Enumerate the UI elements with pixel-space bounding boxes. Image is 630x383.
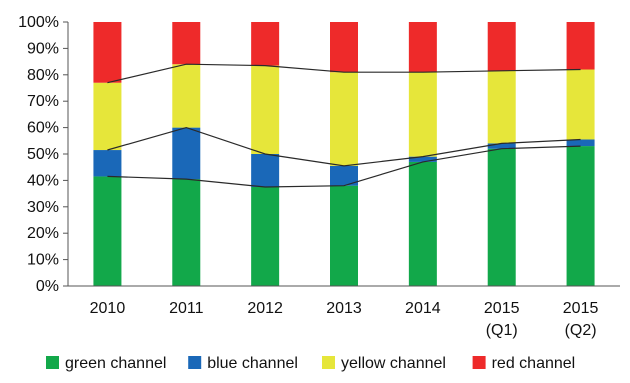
legend-label: red channel	[492, 355, 576, 372]
bar-segment-blue-channel	[330, 165, 358, 186]
y-tick-label: 30%	[27, 199, 59, 216]
y-tick-label: 50%	[27, 146, 59, 163]
legend-swatch	[472, 356, 486, 369]
bar-segment-green-channel	[566, 146, 595, 286]
x-tick-label: 2015	[563, 300, 599, 317]
connector-line-yellow-channel	[107, 63, 581, 84]
x-tick-label: 2015	[484, 300, 520, 317]
x-tick-label: 2010	[90, 300, 126, 317]
bar-segment-yellow-channel	[566, 69, 595, 140]
y-tick-label: 10%	[27, 252, 59, 269]
y-tick-label: 90%	[27, 40, 59, 57]
legend-item-green-channel: green channel	[46, 355, 166, 372]
legend-label: blue channel	[207, 355, 298, 372]
bar-segment-yellow-channel	[251, 65, 280, 154]
bar-segment-blue-channel	[172, 127, 201, 180]
bar-segment-yellow-channel	[408, 72, 437, 157]
x-tick-label: 2012	[247, 300, 283, 317]
legend-item-red-channel: red channel	[472, 355, 576, 372]
connector-line-green-channel	[107, 145, 581, 188]
bar-segment-green-channel	[172, 179, 201, 286]
x-axis: 2010 2011 2012 2013 2014 2015 (Q1) 2015 (Q2)	[68, 285, 620, 339]
connector-line-blue-channel	[107, 126, 581, 167]
bar-segment-yellow-channel	[330, 72, 358, 166]
y-axis: 0% 10% 20% 30% 40% 50% 60% 70% 80% 90% 100%	[18, 14, 69, 295]
bar-segment-red-channel	[566, 22, 595, 70]
legend-item-blue-channel: blue channel	[188, 355, 298, 372]
bar-segment-green-channel	[408, 161, 437, 286]
bar-segment-blue-channel	[408, 156, 437, 162]
bar-segment-green-channel	[487, 148, 516, 286]
connector-lines-layer	[107, 63, 581, 188]
y-tick-label: 40%	[27, 172, 59, 189]
bar-segment-red-channel	[93, 22, 122, 83]
bar-segment-red-channel	[172, 22, 201, 65]
bar-segment-green-channel	[251, 187, 280, 286]
bar-segment-yellow-channel	[487, 70, 516, 144]
y-tick-label: 70%	[27, 93, 59, 110]
x-tick-label: (Q2)	[565, 322, 597, 339]
y-tick-label: 60%	[27, 120, 59, 137]
bar-segment-red-channel	[487, 22, 516, 71]
legend-label: green channel	[65, 355, 166, 372]
y-tick-label: 20%	[27, 225, 59, 242]
legend: green channel blue channel yellow channel r…	[46, 355, 575, 372]
x-tick-label: 2013	[326, 300, 362, 317]
bar-segment-blue-channel	[487, 143, 516, 149]
legend-swatch	[188, 356, 202, 369]
legend-swatch	[322, 356, 335, 369]
legend-item-yellow-channel: yellow channel	[322, 355, 446, 372]
bar-segment-blue-channel	[566, 139, 595, 147]
y-tick-label: 80%	[27, 67, 59, 84]
x-tick-label: 2011	[169, 300, 204, 317]
bar-segment-green-channel	[330, 185, 358, 286]
legend-swatch	[46, 356, 59, 369]
legend-label: yellow channel	[341, 355, 446, 372]
bar-segment-red-channel	[251, 22, 280, 66]
bar-segment-yellow-channel	[172, 64, 201, 128]
x-tick-label: (Q1)	[486, 322, 518, 339]
bar-segment-blue-channel	[93, 150, 122, 177]
bar-segment-red-channel	[408, 22, 437, 73]
x-tick-label: 2014	[405, 300, 441, 317]
bar-segment-blue-channel	[251, 154, 280, 187]
bars-layer	[93, 22, 595, 286]
bar-segment-red-channel	[330, 22, 358, 73]
bar-segment-yellow-channel	[93, 82, 122, 151]
bar-segment-green-channel	[93, 176, 122, 286]
y-tick-label: 100%	[18, 14, 59, 31]
y-tick-label: 0%	[36, 278, 59, 295]
